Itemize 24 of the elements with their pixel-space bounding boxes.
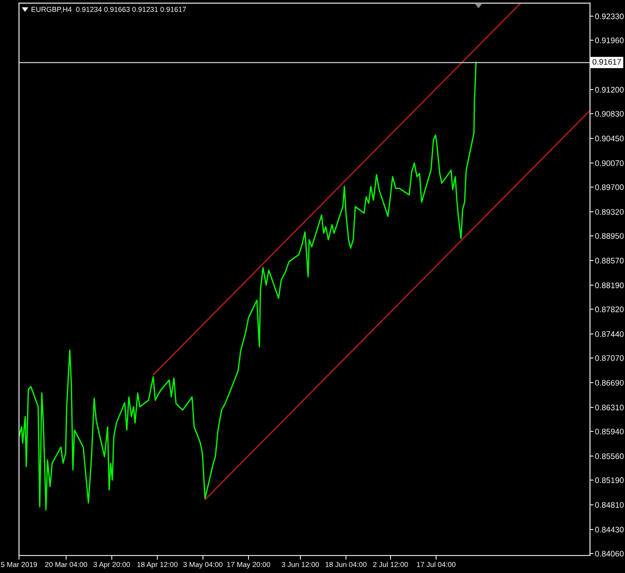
- y-tick-label: 0.89700: [595, 184, 624, 190]
- y-tick-label: 0.84430: [595, 526, 624, 533]
- y-tick-label: 0.86690: [595, 380, 624, 386]
- y-tick-label: 0.91200: [595, 86, 624, 93]
- y-tick-label: 0.87440: [595, 331, 624, 337]
- y-tick-label: 0.86310: [595, 404, 624, 410]
- y-tick-label: 0.88190: [595, 282, 624, 288]
- ref-line-label: 0.91617: [592, 58, 621, 65]
- line-series: [19, 62, 477, 511]
- y-tick-label: 0.85190: [595, 477, 624, 484]
- y-tick-label: 0.90450: [595, 136, 624, 142]
- y-tick-label: 0.92330: [595, 13, 624, 20]
- y-tick-label: 0.88950: [595, 233, 624, 239]
- y-tick-label: 0.90070: [595, 160, 624, 166]
- y-tick-label: 0.85940: [595, 428, 624, 434]
- y-tick-label: 0.87070: [595, 355, 624, 361]
- y-tick-label: 0.84060: [595, 550, 624, 557]
- y-tick-label: 0.90830: [595, 110, 624, 117]
- y-tick-label: 0.89320: [595, 209, 624, 215]
- y-tick-label: 0.84810: [595, 502, 624, 508]
- y-tick-label: 0.88570: [595, 258, 624, 264]
- y-tick-label: 0.91960: [595, 38, 624, 44]
- y-tick-label: 0.85560: [595, 453, 624, 460]
- y-tick-label: 0.87820: [595, 306, 624, 312]
